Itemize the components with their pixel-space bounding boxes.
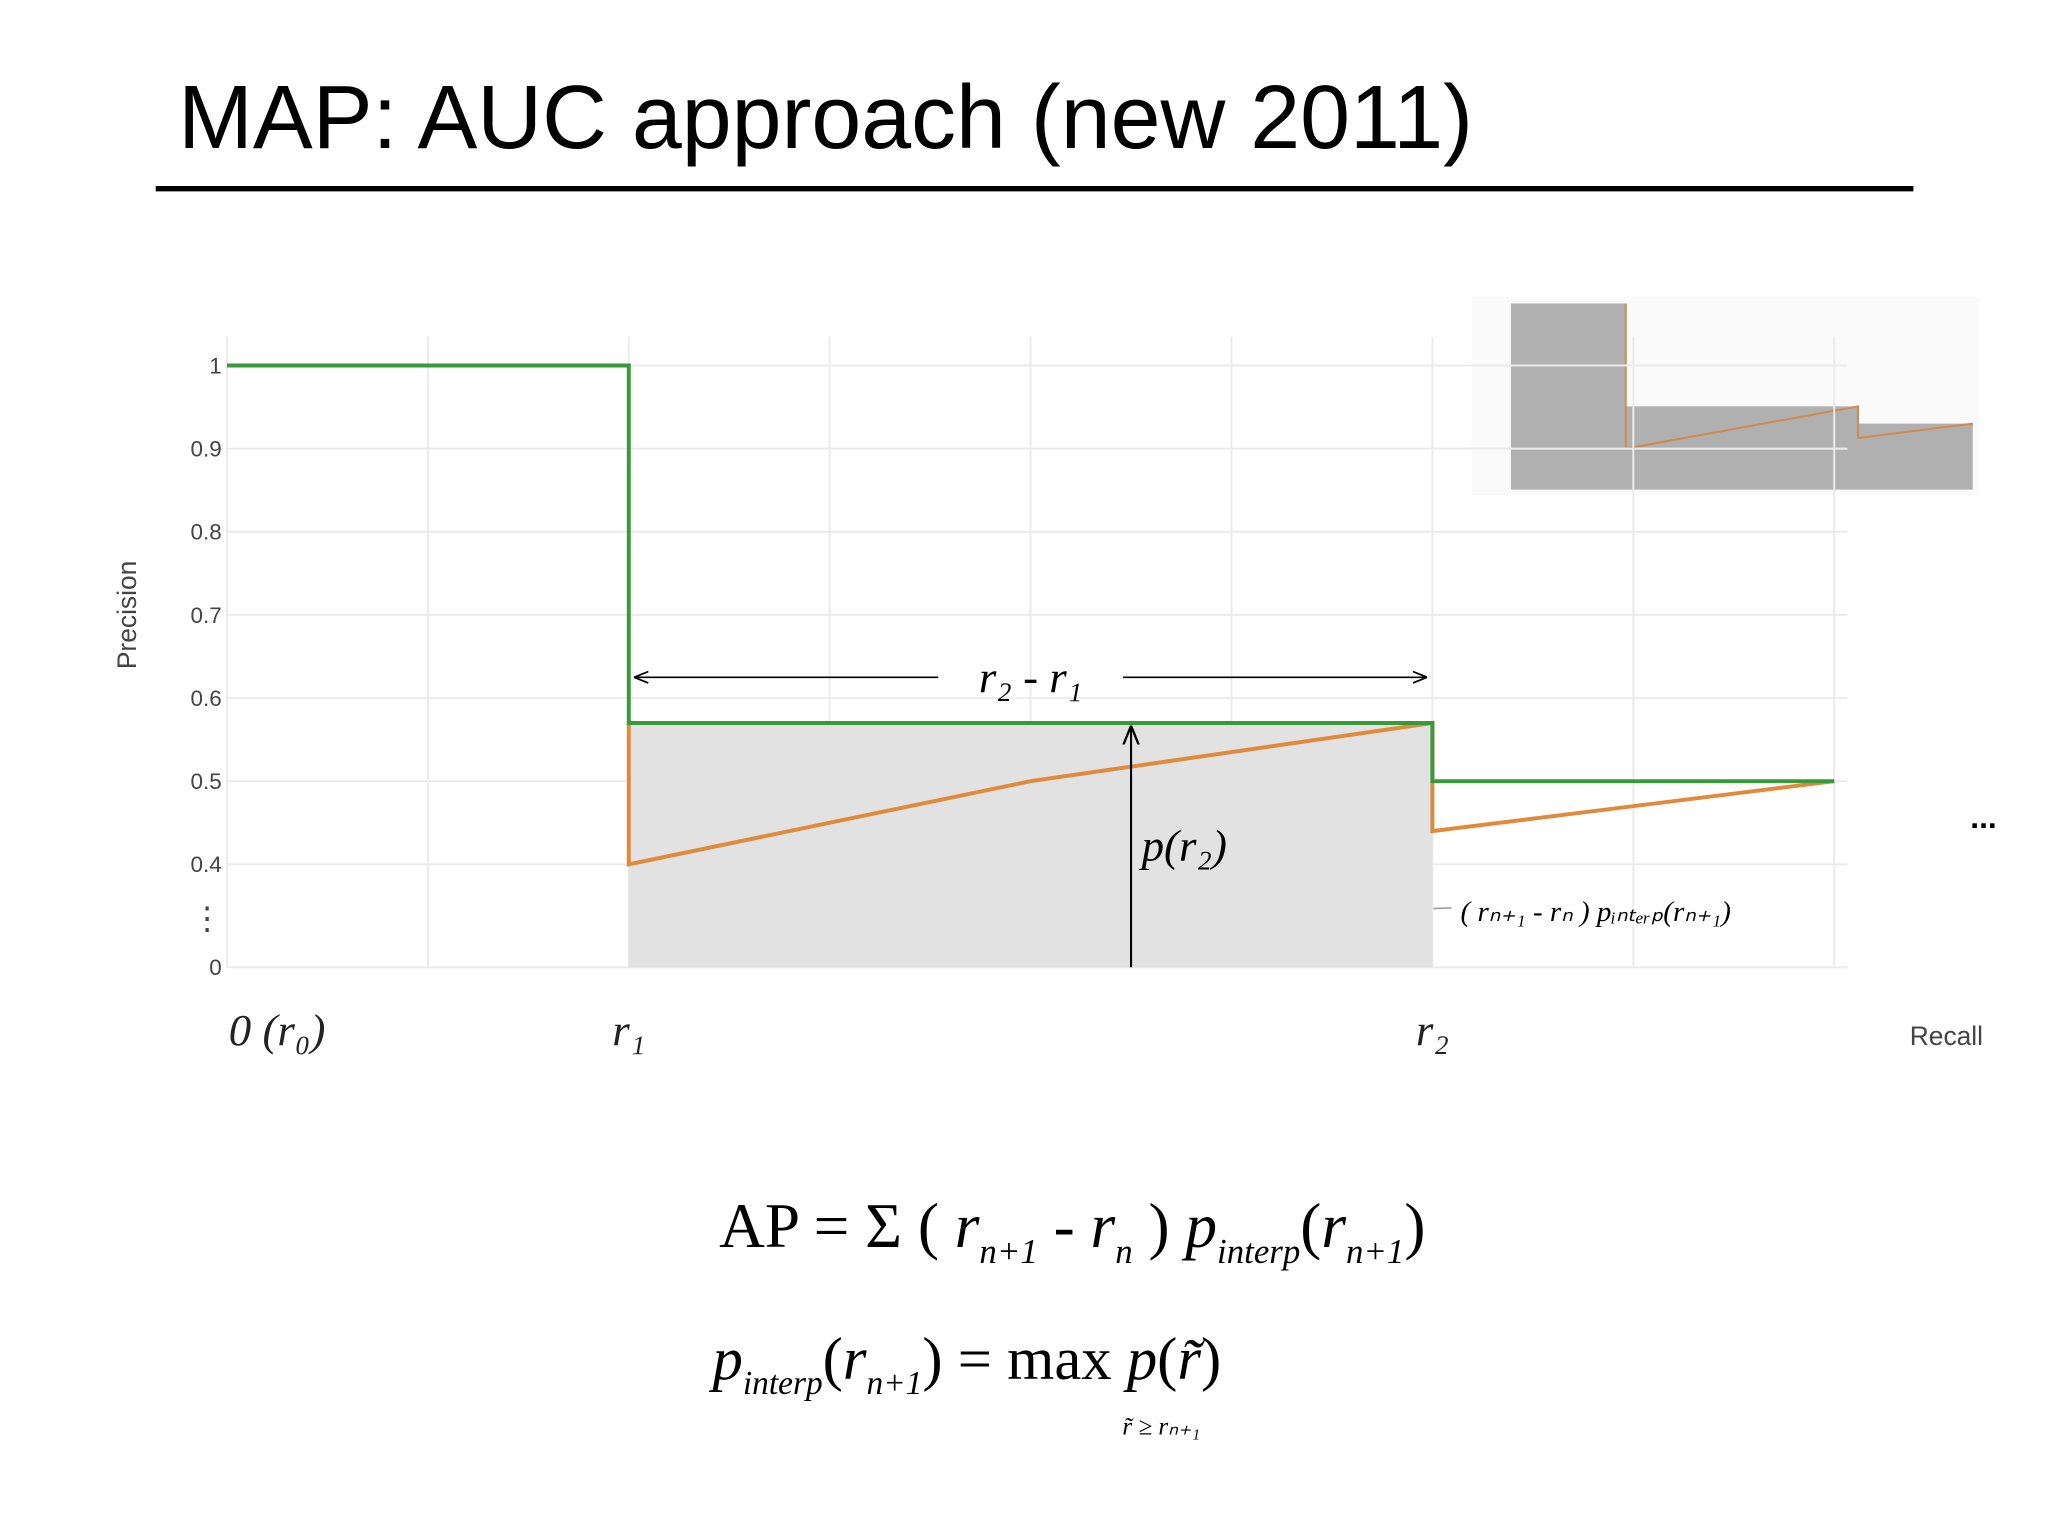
- x-axis-label: Recall: [1910, 1021, 1983, 1051]
- y-tick-label: 0: [209, 955, 221, 980]
- x-tick-label: r₂: [1416, 1005, 1449, 1055]
- formula-subscript: interp: [1217, 1232, 1300, 1271]
- y-tick-label: 1: [209, 353, 221, 378]
- formula-text: AP = Σ (: [719, 1191, 955, 1261]
- annotation: r₂ - r₁: [979, 652, 1082, 702]
- annotation: ...: [1970, 799, 1996, 835]
- formula-text: (: [1300, 1191, 1321, 1261]
- slide-title: MAP: AUC approach (new 2011): [178, 68, 1473, 168]
- series-line: [626, 720, 1835, 867]
- formula-text: (: [823, 1326, 843, 1393]
- auc-area: [628, 723, 1433, 968]
- axis-break: ⋮: [191, 900, 223, 936]
- formula-text: ): [1133, 1191, 1186, 1261]
- formula-text: ) = max: [922, 1326, 1126, 1393]
- formula-variable: r: [1091, 1191, 1116, 1261]
- formula-variable: p: [1123, 1326, 1157, 1393]
- formula-text: ): [1404, 1191, 1425, 1261]
- formula-subscript: interp: [743, 1365, 823, 1402]
- formula-text: (: [1157, 1326, 1177, 1393]
- formula-variable: r: [1321, 1191, 1346, 1261]
- series-line: [226, 363, 1835, 784]
- formula-variable: r̃: [1177, 1326, 1204, 1393]
- y-tick-label: 0.7: [191, 603, 222, 628]
- formula-subscript: n+1: [1346, 1232, 1404, 1271]
- x-tick-label: r₁: [612, 1005, 645, 1055]
- y-tick-label: 0.9: [191, 437, 222, 462]
- y-tick-label: 0.5: [191, 769, 222, 794]
- y-tick-label: 0.8: [191, 520, 222, 545]
- annotation: ( rₙ₊₁ - rₙ ) pᵢₙₜₑᵣₚ(rₙ₊₁): [1461, 896, 1731, 928]
- formula-subscript: n+1: [866, 1365, 922, 1402]
- formula-variable: p: [709, 1326, 743, 1393]
- annotation: p(r₂): [1139, 820, 1227, 870]
- inset-line: [1624, 303, 1973, 450]
- formula-variable: r: [843, 1326, 867, 1393]
- formula-variable: r: [955, 1191, 980, 1261]
- y-tick-label: 0.6: [191, 686, 222, 711]
- formula-text: ): [1201, 1326, 1221, 1393]
- formula-text: -: [1038, 1191, 1091, 1261]
- formula-subscript: r̃ ≥ rₙ₊₁: [1122, 1413, 1200, 1440]
- y-axis-label: Precision: [112, 561, 142, 669]
- inset-thumbnail: [1471, 296, 1980, 495]
- formula-subscript: n+1: [979, 1232, 1037, 1271]
- plot: [225, 336, 1848, 969]
- x-tick-label: 0 (r₀): [229, 1005, 326, 1055]
- formula-subscript: n: [1115, 1232, 1132, 1271]
- formula: pinterp(rn+1) = max p(r̃): [709, 1326, 1222, 1402]
- formula-variable: p: [1181, 1191, 1217, 1261]
- formula: AP = Σ ( rn+1 - rn ) pinterp(rn+1): [719, 1191, 1425, 1271]
- y-tick-label: 0.4: [191, 852, 222, 877]
